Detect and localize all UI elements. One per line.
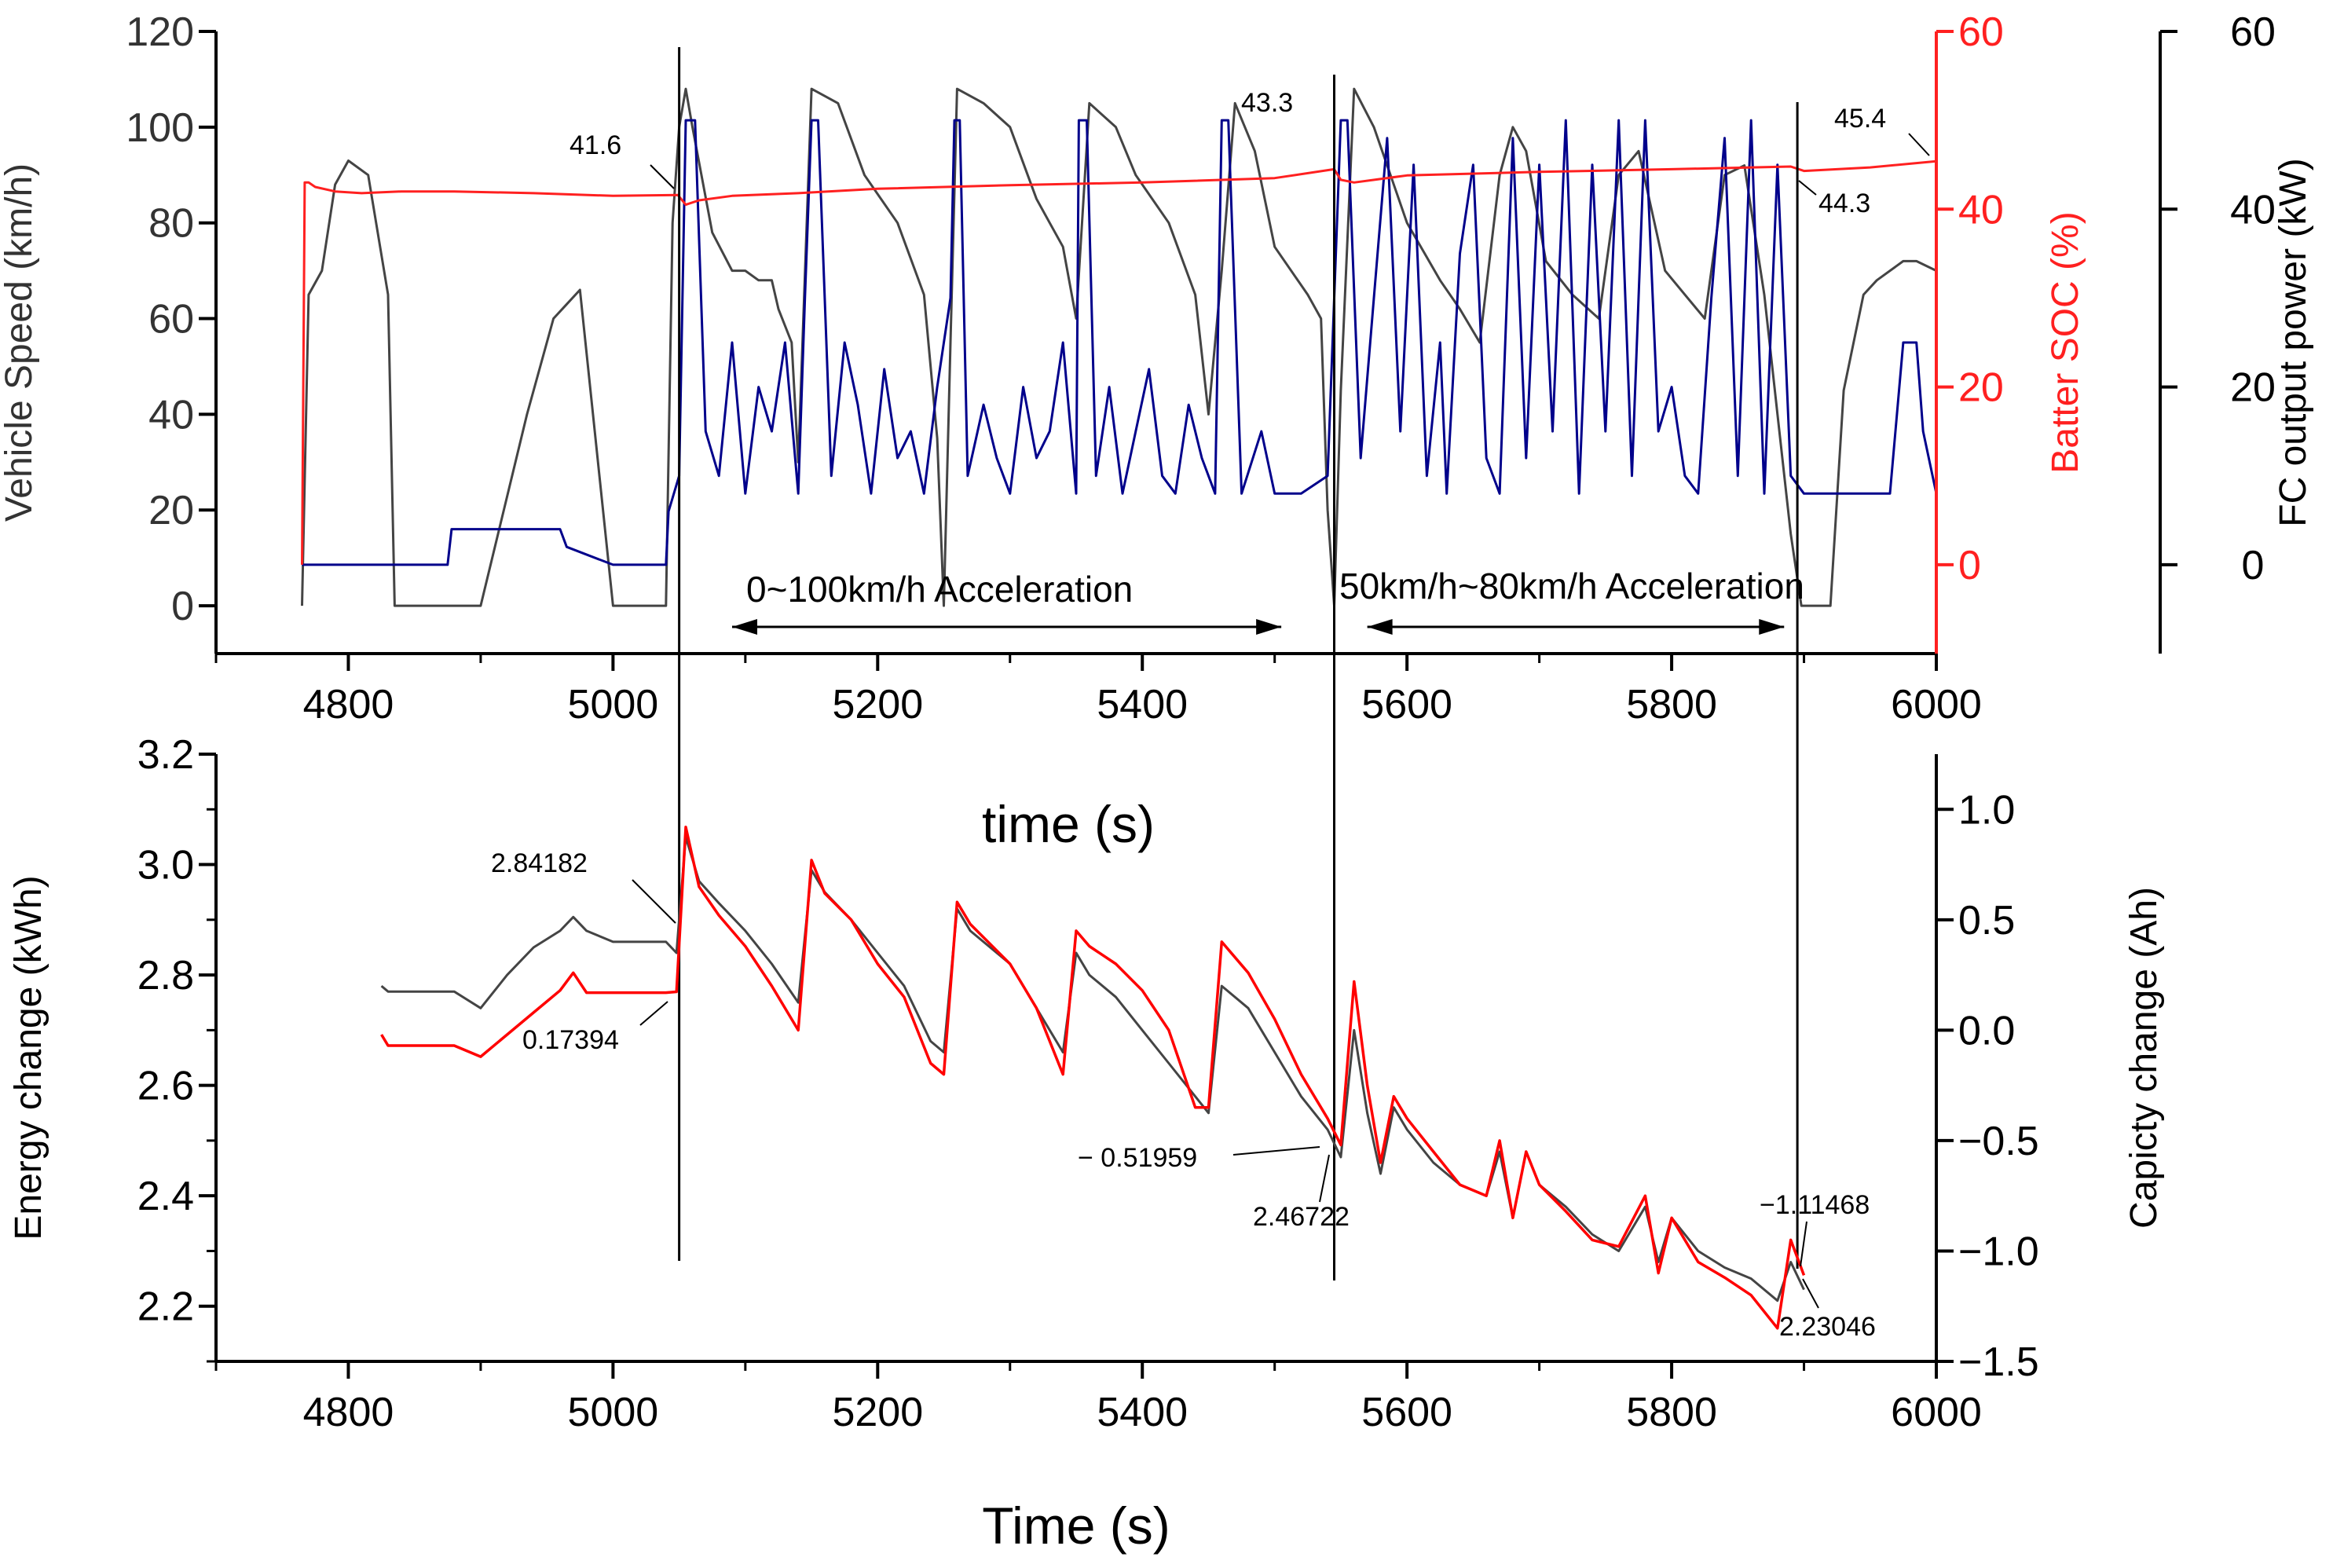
top-x-tick-label: 5200 — [832, 682, 923, 727]
top-soc-y-title: Batter SOC (%) — [2045, 211, 2086, 473]
bottom-left-y-title: Energy change (kWh) — [8, 875, 49, 1240]
bottom-left-y-tick-label: 2.2 — [137, 1284, 194, 1330]
annotation-label: 45.4 — [1834, 104, 1886, 134]
bottom-right-y-tick-label: −1.5 — [1958, 1339, 2039, 1385]
top-fc-y-title: FC output power (kW) — [2273, 158, 2314, 526]
annotation-leader — [1908, 133, 1930, 156]
top-axes-layer: 4800 5000 5200 5400 5600 5800 6000020406080100… — [0, 9, 2314, 853]
annotation-leader — [1232, 1146, 1320, 1156]
annotation-label: 2.23046 — [1779, 1312, 1876, 1342]
annotation-leader — [650, 164, 675, 189]
top-x-tick-label: 6000 — [1891, 682, 1982, 727]
acceleration-arrow-head — [732, 619, 757, 635]
bottom-x-axis-title: Time (s) — [982, 1497, 1170, 1555]
bottom-x-tick-label: 6000 — [1891, 1390, 1982, 1435]
bottom-right-y-tick-label: 1.0 — [1958, 787, 2015, 833]
top-series-layer — [301, 87, 1938, 607]
energy-series-line — [380, 835, 1805, 1302]
bottom-x-tick-label: 5200 — [832, 1390, 923, 1435]
annotation-label: 41.6 — [570, 130, 621, 160]
annotation-label: 0.17394 — [522, 1025, 619, 1055]
acceleration-arrow-head — [1759, 619, 1785, 635]
bottom-left-y-tick-label: 2.8 — [137, 953, 194, 998]
acceleration-label: 50km/h~80km/h Acceleration — [1339, 566, 1804, 606]
bottom-x-tick-label: 5600 — [1361, 1390, 1452, 1435]
top-left-y-tick-label: 0 — [171, 584, 194, 629]
bottom-left-y-tick-label: 2.6 — [137, 1064, 194, 1109]
annotation-label: −1.11468 — [1760, 1190, 1870, 1220]
top-soc-y-tick-label: 0 — [1958, 543, 1981, 588]
top-fc-y-tick-label: 20 — [2230, 365, 2276, 411]
top-left-y-tick-label: 20 — [148, 488, 194, 533]
bottom-right-y-title: Capicty change (Ah) — [2123, 887, 2165, 1229]
top-x-tick-label: 5000 — [568, 682, 659, 727]
bottom-right-y-tick-label: 0.5 — [1958, 898, 2015, 943]
bottom-annotations-layer: 2.84182 0.17394 − 0.51959 2.46722 −1.11468 2.… — [491, 848, 1876, 1342]
annotation-label: 2.84182 — [491, 848, 588, 878]
annotation-leader — [1798, 180, 1817, 196]
bottom-x-tick-label: 5800 — [1626, 1390, 1717, 1435]
top-chart: 4800 5000 5200 5400 5600 5800 6000020406080100… — [0, 9, 2314, 1280]
top-soc-y-tick-label: 60 — [1958, 9, 2004, 55]
soc-series-line — [301, 159, 1937, 565]
bottom-left-y-tick-label: 3.0 — [137, 843, 194, 888]
top-x-axis-title: time (s) — [982, 795, 1155, 853]
annotation-leader — [632, 879, 676, 924]
top-x-tick-label: 5600 — [1361, 682, 1452, 727]
top-annotations-layer: 41.6 43.3 45.4 44.3 0~100km/h Acceleration 50… — [570, 47, 1930, 1280]
acceleration-arrow-head — [1367, 619, 1393, 635]
top-fc-y-tick-label: 40 — [2230, 187, 2276, 233]
capacity-series-line — [380, 826, 1806, 1330]
bottom-right-y-tick-label: −0.5 — [1958, 1119, 2039, 1164]
top-soc-y-tick-label: 20 — [1958, 365, 2004, 411]
bottom-x-tick-label: 5000 — [568, 1390, 659, 1435]
fc-power-series-line — [302, 119, 1938, 566]
speed-series-line — [301, 87, 1937, 607]
acceleration-label: 0~100km/h Acceleration — [746, 569, 1133, 610]
bottom-right-y-tick-label: −1.0 — [1958, 1229, 2039, 1274]
top-fc-y-tick-label: 0 — [2242, 543, 2265, 588]
annotation-label: 43.3 — [1241, 88, 1293, 118]
top-left-y-tick-label: 120 — [126, 9, 194, 55]
bottom-right-y-tick-label: 0.0 — [1958, 1008, 2015, 1053]
top-x-tick-label: 5800 — [1626, 682, 1717, 727]
top-left-y-tick-label: 40 — [148, 392, 194, 438]
bottom-x-tick-label: 5400 — [1097, 1390, 1188, 1435]
annotation-label: 2.46722 — [1253, 1202, 1350, 1232]
annotation-leader — [1800, 1221, 1807, 1267]
top-left-y-tick-label: 60 — [148, 297, 194, 343]
bottom-axes-layer: 4800 5000 5200 5400 5600 5800 6000 2.2 2.4 2.6 2.8… — [8, 732, 2165, 1555]
annotation-label: 44.3 — [1818, 189, 1870, 218]
bottom-x-tick-label: 4800 — [303, 1390, 394, 1435]
bottom-chart: 4800 5000 5200 5400 5600 5800 6000 2.2 2.4 2.6 2.8… — [8, 732, 2165, 1555]
top-x-tick-label: 5400 — [1097, 682, 1188, 727]
top-left-y-tick-label: 100 — [126, 105, 194, 151]
annotation-label: − 0.51959 — [1078, 1143, 1197, 1173]
annotation-leader — [1319, 1154, 1330, 1203]
top-soc-y-tick-label: 40 — [1958, 187, 2004, 233]
annotation-leader — [1802, 1278, 1819, 1309]
bottom-series-layer — [380, 826, 1806, 1330]
top-x-tick-label: 4800 — [303, 682, 394, 727]
bottom-left-y-tick-label: 2.4 — [137, 1174, 194, 1219]
top-left-y-tick-label: 80 — [148, 201, 194, 247]
acceleration-arrow-head — [1256, 619, 1282, 635]
top-left-y-title: Vehicle Speed (km/h) — [0, 163, 40, 522]
top-fc-y-tick-label: 60 — [2230, 9, 2276, 55]
annotation-leader — [639, 1001, 668, 1026]
bottom-left-y-tick-label: 3.2 — [137, 732, 194, 778]
